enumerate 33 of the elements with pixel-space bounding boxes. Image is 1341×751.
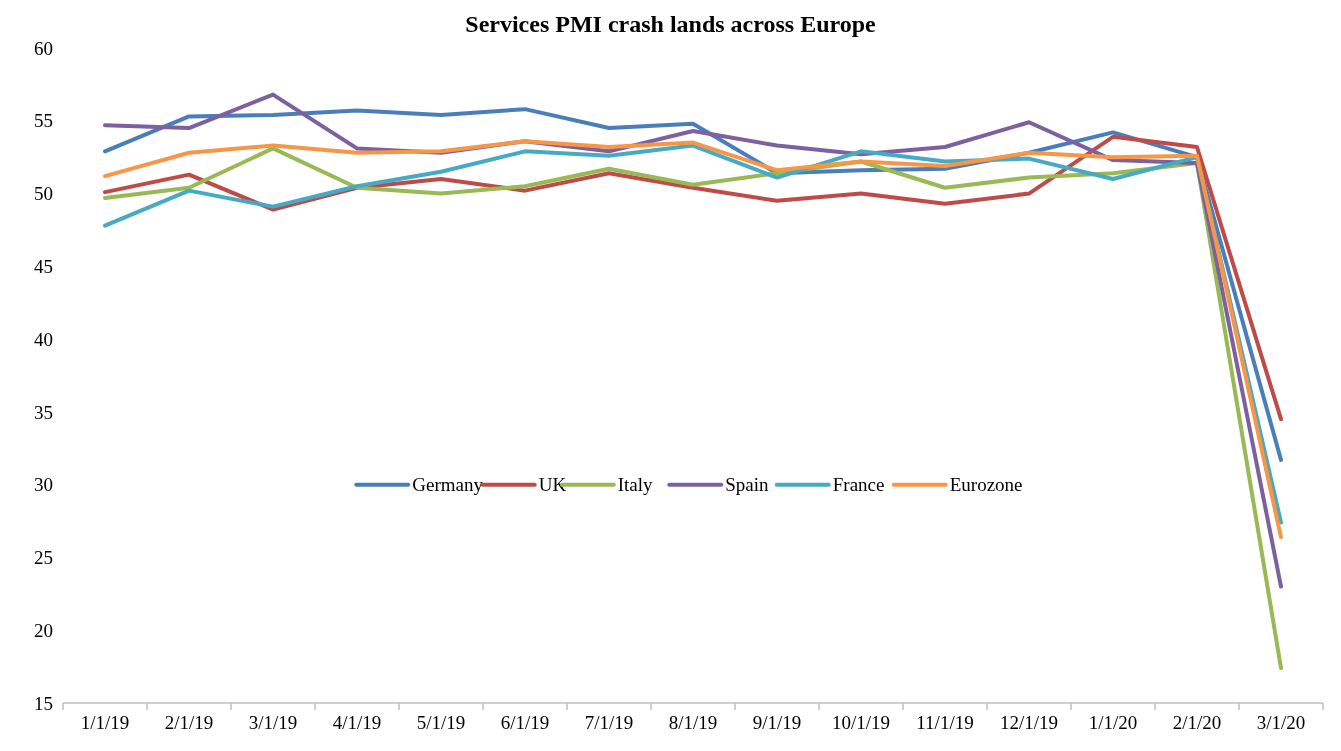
- legend-label: Eurozone: [949, 474, 1023, 496]
- x-tick-label: 7/1/19: [584, 712, 634, 733]
- y-tick-label: 45: [34, 255, 53, 277]
- x-tick-label: 5/1/19: [416, 712, 466, 733]
- x-tick-label: 8/1/19: [668, 712, 718, 733]
- y-tick-label: 40: [34, 328, 53, 350]
- y-tick-label: 35: [34, 401, 53, 423]
- x-tick-label: 2/1/19: [164, 712, 214, 733]
- legend-label: Italy: [617, 474, 654, 496]
- y-tick-label: 20: [34, 619, 53, 641]
- y-tick-label: 30: [34, 474, 53, 496]
- x-tick-label: 2/1/20: [1172, 712, 1222, 733]
- x-tick-label: 9/1/19: [752, 712, 802, 733]
- x-tick-label: 4/1/19: [332, 712, 382, 733]
- y-tick-label: 25: [34, 547, 53, 569]
- x-tick-label: 1/1/19: [80, 712, 130, 733]
- y-tick-label: 50: [34, 183, 53, 205]
- line-series: [103, 134, 1283, 422]
- x-tick-label: 11/1/19: [916, 712, 974, 733]
- legend-label: Germany: [412, 474, 484, 496]
- legend-label: France: [832, 474, 885, 496]
- x-tick-label: 1/1/20: [1088, 712, 1138, 733]
- chart-title: Services PMI crash lands across Europe: [465, 11, 877, 37]
- x-tick-label: 6/1/19: [500, 712, 550, 733]
- legend-label: UK: [538, 474, 567, 496]
- y-tick-label: 60: [34, 37, 53, 59]
- x-tick-label: 12/1/19: [999, 712, 1059, 733]
- y-tick-label: 15: [34, 692, 53, 714]
- x-tick-label: 3/1/20: [1256, 712, 1306, 733]
- x-tick-label: 10/1/19: [831, 712, 891, 733]
- y-tick-label: 55: [34, 110, 53, 132]
- x-tick-label: 3/1/19: [248, 712, 298, 733]
- legend-label: Spain: [725, 474, 770, 496]
